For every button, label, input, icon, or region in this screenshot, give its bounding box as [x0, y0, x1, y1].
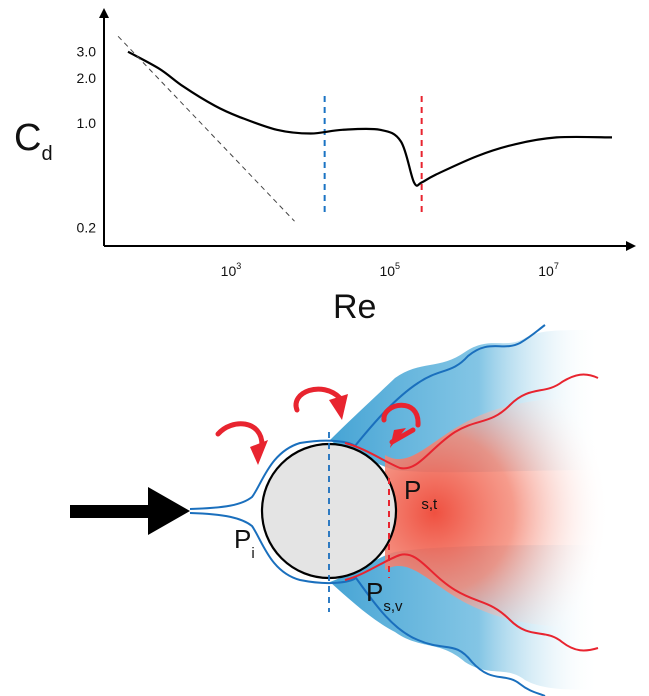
pressure-label-turbulent: Ps,t — [404, 475, 438, 513]
flow-direction-arrow — [70, 487, 190, 535]
series-lines — [117, 35, 613, 222]
y-axis-arrowhead — [99, 8, 109, 18]
eddy-arrow-right — [381, 402, 421, 448]
drag-curve-line — [127, 50, 613, 187]
upper-red-streamline — [344, 373, 599, 470]
flow-diagram: Pi Ps,t Ps,v — [70, 324, 610, 696]
y-tick-label-1: 2.0 — [77, 70, 97, 86]
pressure-label-viscous: Ps,v — [366, 577, 403, 615]
x-axis-label: Re — [333, 288, 376, 326]
eddy-arrow-left — [215, 421, 268, 465]
regime-markers — [323, 96, 423, 214]
lower-red-streamline — [344, 553, 599, 652]
y-tick-label-0: 3.0 — [77, 44, 97, 60]
stokes-asymptote-line — [117, 35, 295, 222]
eddy-arrow-middle — [293, 386, 348, 420]
x-tick-label-2: 107 — [538, 261, 559, 279]
y-tick-label-2: 1.0 — [77, 115, 97, 131]
y-tick-label-3: 0.2 — [77, 219, 97, 235]
pressure-label-inlet: Pi — [234, 524, 255, 562]
x-tick-labels: 103 105 107 — [221, 261, 559, 279]
x-axis-arrowhead — [626, 241, 636, 251]
lower-streamline — [189, 512, 546, 696]
red-wake — [385, 398, 610, 627]
drag-chart: 3.0 2.0 1.0 0.2 103 105 107 Cd Re — [14, 8, 636, 326]
y-tick-labels: 3.0 2.0 1.0 0.2 — [77, 44, 97, 236]
x-tick-label-0: 103 — [221, 261, 242, 279]
x-tick-label-1: 105 — [379, 261, 400, 279]
y-axis-label: Cd — [14, 117, 53, 165]
